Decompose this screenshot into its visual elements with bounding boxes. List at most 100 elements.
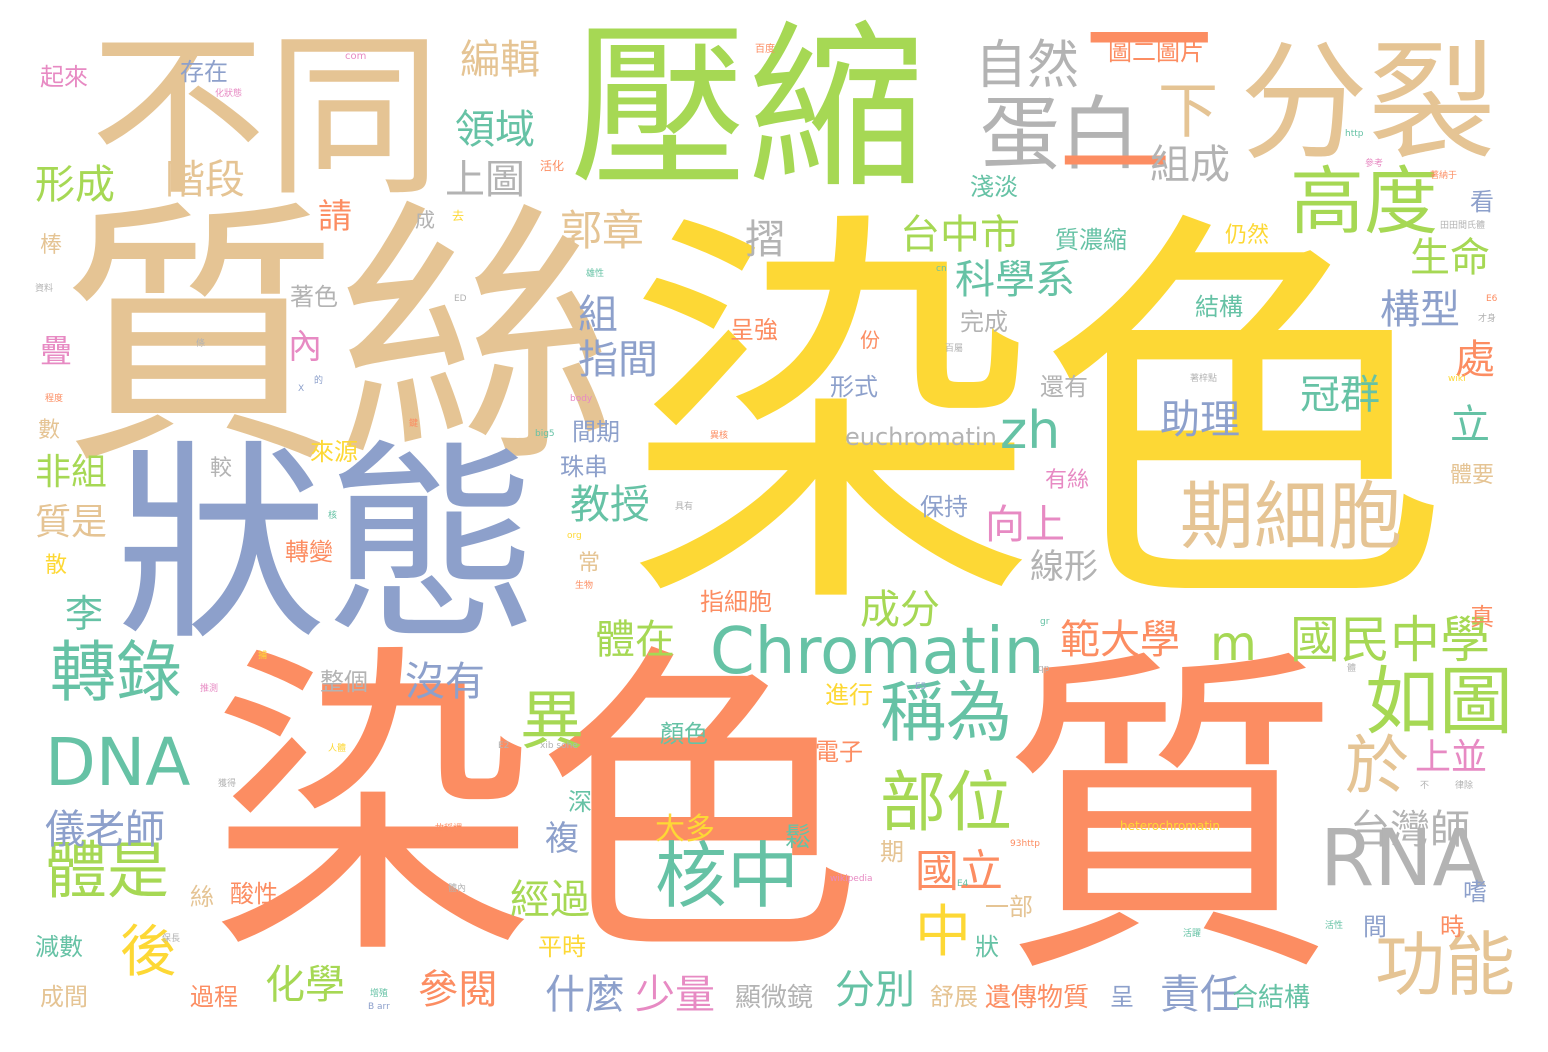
word: E2 — [498, 741, 510, 751]
word: 向上 — [985, 502, 1065, 548]
word: 功能 — [1375, 924, 1515, 1006]
word: 成間 — [40, 983, 88, 1011]
word: 什麼 — [545, 972, 625, 1018]
word: 參考 — [1365, 159, 1384, 169]
word: com — [345, 51, 367, 62]
word: 著梓點 — [1190, 374, 1218, 384]
word: 指細胞 — [700, 588, 772, 616]
word: 非組 — [35, 452, 108, 493]
word: 遺傳物質 — [985, 983, 1090, 1013]
word: qp — [1038, 664, 1050, 674]
word: 分別 — [835, 967, 915, 1013]
word: 質 — [1000, 622, 1340, 1018]
word: 一部 — [985, 893, 1033, 921]
word: 呈強 — [730, 316, 778, 344]
word: 律除 — [1455, 781, 1474, 791]
word: wikipedia — [830, 874, 873, 884]
word: 雄性 — [586, 269, 605, 279]
word: 散 — [45, 553, 68, 578]
word: B arr — [368, 1002, 390, 1012]
word: 國民中學 — [1290, 611, 1490, 669]
word: 化學 — [265, 962, 345, 1008]
word: wiki — [1448, 374, 1466, 384]
word: E6 — [1486, 294, 1498, 304]
word: 一 — [1060, 101, 1170, 229]
word: 體內 — [448, 884, 467, 894]
word: org — [567, 531, 582, 541]
word: 真 — [1470, 603, 1494, 631]
word: 上圖 — [445, 157, 525, 203]
word: 請 — [318, 197, 352, 237]
word: 數 — [38, 418, 61, 443]
word: 生物 — [575, 581, 594, 591]
word: 蛋白 — [980, 88, 1140, 181]
word: X — [298, 384, 305, 394]
word: 上並 — [1415, 737, 1488, 778]
word: E5 — [915, 682, 927, 692]
word: 領域 — [455, 107, 535, 153]
word: 深 — [568, 788, 592, 816]
word: 染色 — [625, 181, 1449, 660]
word: 推測 — [200, 684, 219, 694]
word: 高度 — [1290, 159, 1438, 245]
word: 不 — [1420, 781, 1430, 791]
word: 生命 — [1410, 235, 1490, 281]
word: 進行 — [825, 681, 873, 709]
word: 核 — [328, 511, 338, 521]
word: 構型 — [1380, 287, 1460, 333]
word: 人體 — [328, 744, 347, 754]
word: 指間 — [578, 337, 658, 383]
word: 期 — [880, 838, 904, 866]
word: 呈 — [1110, 983, 1134, 1011]
word: 階段 — [165, 157, 245, 203]
word: 棒 — [40, 233, 63, 258]
word: 台灣師 — [1350, 807, 1470, 853]
word: 狀態 — [115, 422, 539, 669]
word: 立 — [1450, 402, 1490, 448]
word: 完成 — [960, 308, 1008, 336]
word: 份 — [860, 328, 880, 352]
word: Chromatin — [710, 615, 1045, 689]
word: 減數 — [35, 933, 83, 961]
word: 的 — [314, 376, 324, 386]
word: 化狀態 — [215, 89, 243, 99]
word: 李 — [65, 592, 104, 636]
word: 形式 — [830, 373, 878, 401]
word: 田田間氏體 — [1440, 221, 1486, 231]
word: 狀 — [975, 933, 999, 961]
word: 較 — [210, 456, 233, 481]
word: 線形 — [1030, 547, 1098, 587]
word: 自然 — [975, 36, 1080, 96]
word: 來源 — [310, 438, 358, 466]
word: 質絲 — [60, 177, 616, 501]
word: 一 — [1085, 0, 1214, 118]
word: 增殖 — [370, 989, 389, 999]
word: 程度 — [45, 394, 64, 404]
word: 轉錄 — [50, 634, 182, 711]
word: 常 — [578, 551, 601, 576]
word: 台中市 — [900, 212, 1020, 258]
word: 百度 — [755, 44, 775, 55]
word: 質濃縮 — [1055, 226, 1127, 254]
word: 間期 — [572, 418, 620, 446]
word: 參閱 — [418, 967, 498, 1013]
word: 教授 — [570, 482, 650, 528]
word: 有絲 — [1045, 468, 1090, 493]
word: body — [570, 394, 593, 404]
word: 體要 — [1450, 463, 1495, 488]
word: 還有 — [1040, 373, 1088, 401]
word: 異 — [520, 685, 584, 759]
word: 組成 — [1150, 142, 1230, 188]
word: 儀老師 — [45, 807, 165, 853]
word: 大多 — [655, 812, 715, 847]
word: 部位 — [880, 764, 1012, 841]
word: 結構 — [1195, 293, 1243, 321]
word: cn — [936, 264, 947, 274]
word: 中 — [915, 900, 971, 965]
word: 稱為 — [880, 674, 1012, 751]
word: DNA — [45, 724, 191, 801]
word: 摺 — [745, 217, 785, 263]
word: 具有 — [675, 502, 694, 512]
word: 經過 — [510, 877, 590, 923]
word: 少量 — [635, 972, 715, 1018]
